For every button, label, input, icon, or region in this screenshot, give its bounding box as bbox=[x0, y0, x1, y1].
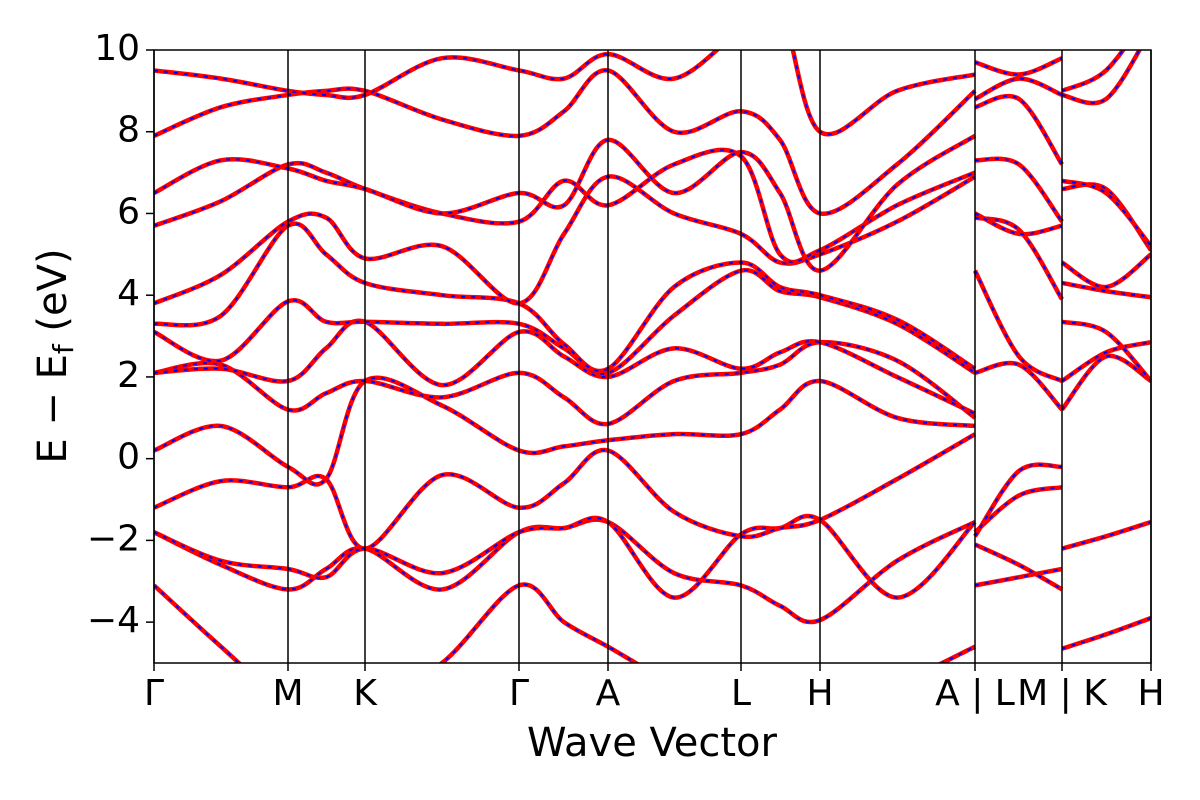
band-line bbox=[974, 93, 1064, 166]
x-tick-label: M | K bbox=[1017, 673, 1108, 714]
band-line bbox=[1060, 353, 1151, 412]
x-tick-label: Γ bbox=[509, 673, 529, 714]
y-tick-label: 6 bbox=[117, 191, 140, 232]
y-axis-label: E − Ef (eV) bbox=[30, 248, 80, 463]
band-line bbox=[1061, 50, 1143, 106]
band-overlay bbox=[974, 157, 1063, 223]
y-axis-label-main: E − E bbox=[30, 354, 76, 464]
band-line bbox=[154, 147, 976, 265]
y-tick-label: 8 bbox=[117, 110, 140, 151]
band-overlay bbox=[974, 77, 1063, 100]
y-axis-label-sub: f bbox=[47, 343, 80, 354]
band-line bbox=[154, 50, 976, 137]
y-tick-label: 0 bbox=[117, 437, 140, 478]
band-overlay bbox=[1061, 50, 1125, 92]
band-line bbox=[1061, 615, 1151, 651]
x-tick-label: A | L bbox=[935, 673, 1015, 714]
band-line bbox=[974, 156, 1064, 223]
bands bbox=[154, 50, 1151, 663]
band-line bbox=[154, 68, 977, 216]
band-overlay bbox=[1061, 341, 1151, 382]
band-line bbox=[154, 582, 976, 663]
x-tick-label: K bbox=[353, 673, 378, 714]
band-overlay bbox=[974, 568, 1063, 587]
band-overlay bbox=[1061, 617, 1151, 650]
band-line bbox=[154, 432, 977, 551]
band-overlay bbox=[974, 362, 1063, 411]
band-overlay bbox=[154, 319, 976, 415]
y-tick-label: −4 bbox=[87, 600, 140, 641]
y-axis-label-unit: (eV) bbox=[30, 248, 76, 344]
band-overlay bbox=[974, 57, 1063, 76]
y-tick-label: −2 bbox=[87, 518, 140, 559]
band-line bbox=[974, 360, 1064, 412]
band-overlay bbox=[154, 50, 976, 136]
y-tick-label: 2 bbox=[117, 355, 140, 396]
x-tick-label: A bbox=[596, 673, 621, 714]
band-overlay bbox=[974, 270, 1063, 382]
band-overlay bbox=[1061, 281, 1151, 299]
band-overlay bbox=[154, 222, 976, 372]
band-overlay bbox=[974, 543, 1063, 591]
band-line bbox=[154, 375, 976, 487]
band-overlay bbox=[154, 341, 976, 425]
band-overlay bbox=[1061, 253, 1151, 289]
band-overlay bbox=[974, 463, 1063, 537]
y-tick-label: 4 bbox=[117, 273, 140, 314]
band-overlay bbox=[154, 269, 976, 375]
x-tick-label: M bbox=[272, 673, 303, 714]
plot-frame bbox=[153, 49, 1152, 664]
x-tick-label: Γ bbox=[144, 673, 164, 714]
band-line bbox=[154, 517, 977, 625]
band-overlay bbox=[154, 175, 976, 305]
band-overlay bbox=[1061, 183, 1151, 251]
band-line bbox=[973, 462, 1063, 538]
band-overlay bbox=[154, 69, 976, 215]
band-line bbox=[1061, 519, 1151, 551]
band-overlay bbox=[1061, 320, 1151, 382]
band-overlay bbox=[974, 212, 1063, 236]
band-overlay bbox=[154, 518, 976, 623]
band-overlay bbox=[1061, 179, 1151, 247]
band-line bbox=[973, 485, 1063, 534]
x-tick-label: L bbox=[731, 673, 751, 714]
y-tick-label: 10 bbox=[94, 28, 140, 69]
x-axis-label: Wave Vector bbox=[527, 720, 778, 766]
band-overlay bbox=[154, 433, 976, 550]
band-line bbox=[1060, 252, 1151, 290]
band-overlay bbox=[1061, 521, 1151, 550]
band-overlay bbox=[154, 376, 976, 486]
band-overlay bbox=[154, 134, 976, 272]
band-overlay bbox=[974, 95, 1063, 165]
band-overlay bbox=[1061, 50, 1141, 105]
x-tick-label: H bbox=[806, 673, 833, 714]
x-tick-label: H bbox=[1137, 673, 1164, 714]
